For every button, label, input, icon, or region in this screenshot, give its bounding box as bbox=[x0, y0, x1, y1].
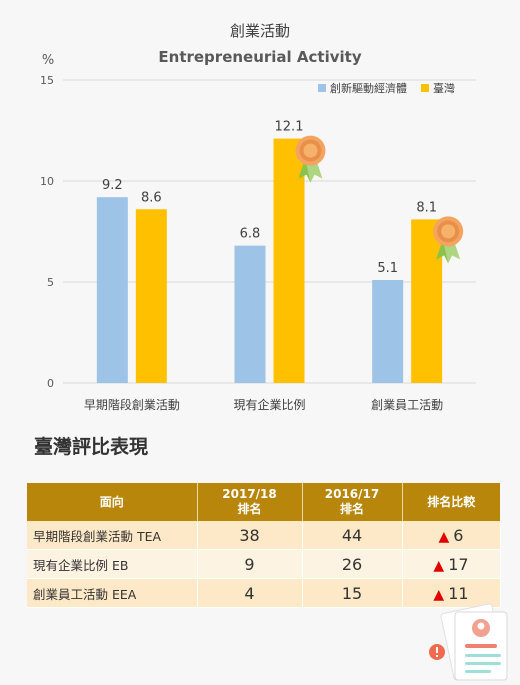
legend-label: 臺灣 bbox=[433, 81, 455, 95]
data-label: 8.6 bbox=[141, 190, 162, 205]
y-tick-label: 10 bbox=[40, 175, 54, 188]
resume-document-icon bbox=[429, 603, 508, 681]
row-rank-2016: 26 bbox=[302, 549, 403, 579]
table-row: 創業員工活動 EEA 4 15 ▲ 11 bbox=[27, 578, 501, 608]
up-arrow-icon: ▲ bbox=[433, 586, 445, 603]
header-rank-change: 排名比較 bbox=[402, 483, 500, 521]
data-label: 9.2 bbox=[102, 178, 123, 193]
bar bbox=[96, 197, 128, 383]
row-name: 早期階段創業活動 TEA bbox=[27, 521, 198, 550]
y-tick-label: 15 bbox=[40, 74, 54, 87]
legend-swatch bbox=[421, 84, 429, 92]
award-medal-icon bbox=[433, 216, 464, 264]
up-arrow-icon: ▲ bbox=[433, 557, 445, 574]
header-2016-rank: 2016/17 排名 bbox=[302, 483, 403, 521]
row-rank-2017: 4 bbox=[197, 578, 303, 608]
bar bbox=[273, 138, 305, 383]
y-tick-label: 5 bbox=[47, 276, 54, 289]
header-2017-rank: 2017/18 排名 bbox=[197, 483, 303, 521]
row-rank-2017: 9 bbox=[197, 549, 303, 579]
row-change-value: 17 bbox=[448, 554, 469, 574]
data-label: 6.8 bbox=[240, 227, 261, 242]
data-label: 12.1 bbox=[275, 120, 304, 135]
y-axis-label: % bbox=[42, 53, 54, 68]
chart-subtitle: Entrepreneurial Activity bbox=[158, 48, 362, 66]
x-tick-label: 早期階段創業活動 bbox=[84, 397, 180, 412]
table-header-row: 面向 2017/18 排名 2016/17 排名 排名比較 bbox=[27, 483, 500, 521]
ranking-table: 面向 2017/18 排名 2016/17 排名 排名比較 早期階段創業活動 T… bbox=[27, 483, 501, 608]
row-change: ▲ 6 bbox=[402, 521, 501, 550]
x-tick-label: 創業員工活動 bbox=[371, 398, 443, 412]
bar-chart: 0 5 10 15% 9.2 8.6 早期階段創業活動 6.8 12.1 現有企業比例 5.1 8.1… bbox=[40, 53, 476, 412]
section-title: 臺灣評比表現 bbox=[34, 436, 149, 458]
legend-label: 創新驅動經濟體 bbox=[330, 81, 407, 95]
bar bbox=[135, 209, 167, 383]
bar bbox=[234, 245, 266, 383]
row-change: ▲ 11 bbox=[402, 578, 501, 608]
row-change-value: 6 bbox=[453, 525, 464, 545]
row-rank-2016: 44 bbox=[302, 521, 403, 550]
table-row: 現有企業比例 EB 9 26 ▲ 17 bbox=[27, 549, 501, 579]
header-2017-year: 2017/18 bbox=[222, 487, 277, 501]
table-row: 早期階段創業活動 TEA 38 44 ▲ 6 bbox=[27, 521, 501, 550]
row-change-value: 11 bbox=[448, 583, 469, 603]
row-rank-2016: 15 bbox=[302, 578, 403, 608]
bar bbox=[372, 279, 404, 383]
data-label: 5.1 bbox=[377, 261, 398, 276]
header-2017-label: 排名 bbox=[237, 502, 262, 516]
data-label: 8.1 bbox=[416, 200, 437, 215]
row-name: 現有企業比例 EB bbox=[27, 549, 198, 579]
chart-title: 創業活動 bbox=[229, 22, 290, 40]
legend-swatch bbox=[318, 84, 326, 92]
up-arrow-icon: ▲ bbox=[438, 528, 450, 545]
header-2016-label: 排名 bbox=[339, 502, 364, 516]
row-change: ▲ 17 bbox=[402, 549, 501, 579]
row-rank-2017: 38 bbox=[197, 521, 303, 550]
award-medal-icon bbox=[295, 135, 326, 183]
x-tick-label: 現有企業比例 bbox=[233, 397, 305, 412]
header-aspect: 面向 bbox=[27, 483, 198, 521]
header-2016-year: 2016/17 bbox=[324, 487, 380, 501]
bar bbox=[411, 219, 443, 383]
row-name: 創業員工活動 EEA bbox=[27, 578, 198, 608]
y-tick-label: 0 bbox=[47, 377, 54, 390]
